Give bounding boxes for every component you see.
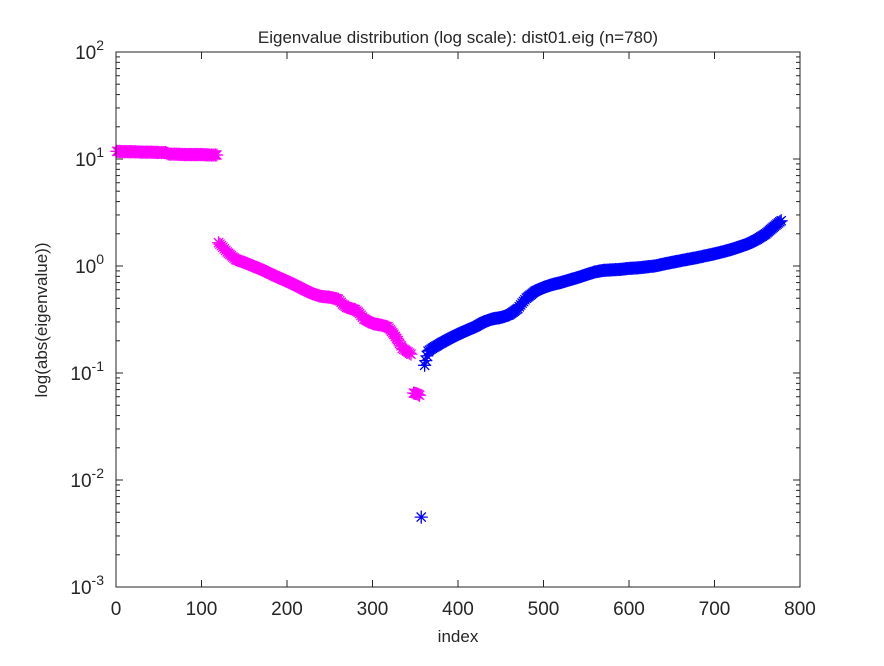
y-tick-label: 10-2 (70, 465, 104, 492)
y-tick-exponent: -2 (92, 465, 105, 481)
y-tick-base: 10 (70, 364, 91, 385)
x-tick-label: 700 (699, 599, 731, 620)
y-tick-base: 10 (75, 257, 96, 278)
x-tick-label: 300 (357, 599, 389, 620)
x-tick-label: 200 (271, 599, 303, 620)
y-tick-exponent: -1 (92, 358, 105, 374)
plot-box (115, 51, 801, 588)
y-tick-base: 10 (75, 150, 96, 171)
x-tick-label: 500 (528, 599, 560, 620)
y-tick-exponent: 1 (96, 144, 104, 160)
y-tick-base: 10 (70, 578, 91, 599)
x-axis-label: index (438, 627, 479, 646)
y-tick-base: 10 (70, 471, 91, 492)
y-tick-label: 10-1 (70, 358, 104, 385)
series-0-fill-point (208, 148, 223, 162)
y-tick-label: 102 (75, 37, 104, 64)
x-tick-label: 800 (784, 599, 816, 620)
series-1-fill-point (773, 215, 787, 229)
y-tick-exponent: 2 (96, 37, 104, 53)
tick-layer: 0 100 200 300 400 500 600 700 80010210110010-110… (70, 37, 815, 620)
y-tick-label: 100 (75, 251, 104, 278)
y-tick-label: 10-3 (70, 572, 104, 599)
x-tick-label: 0 (111, 599, 122, 620)
y-axis-label: log(abs(eigenvalue)) (32, 243, 51, 398)
series-1-point (414, 510, 428, 524)
x-tick-label: 400 (442, 599, 474, 620)
y-tick-exponent: 0 (96, 251, 104, 267)
y-tick-label: 101 (75, 144, 104, 171)
y-tick-base: 10 (75, 43, 96, 64)
y-tick-exponent: -3 (92, 572, 105, 588)
series-layer (110, 144, 788, 524)
axes-frame (115, 51, 801, 588)
series-0-fill-point (411, 387, 425, 402)
series-0-fill-point (402, 346, 417, 360)
x-tick-label: 100 (186, 599, 218, 620)
chart-title: Eigenvalue distribution (log scale): dis… (258, 28, 658, 47)
x-tick-label: 600 (613, 599, 645, 620)
